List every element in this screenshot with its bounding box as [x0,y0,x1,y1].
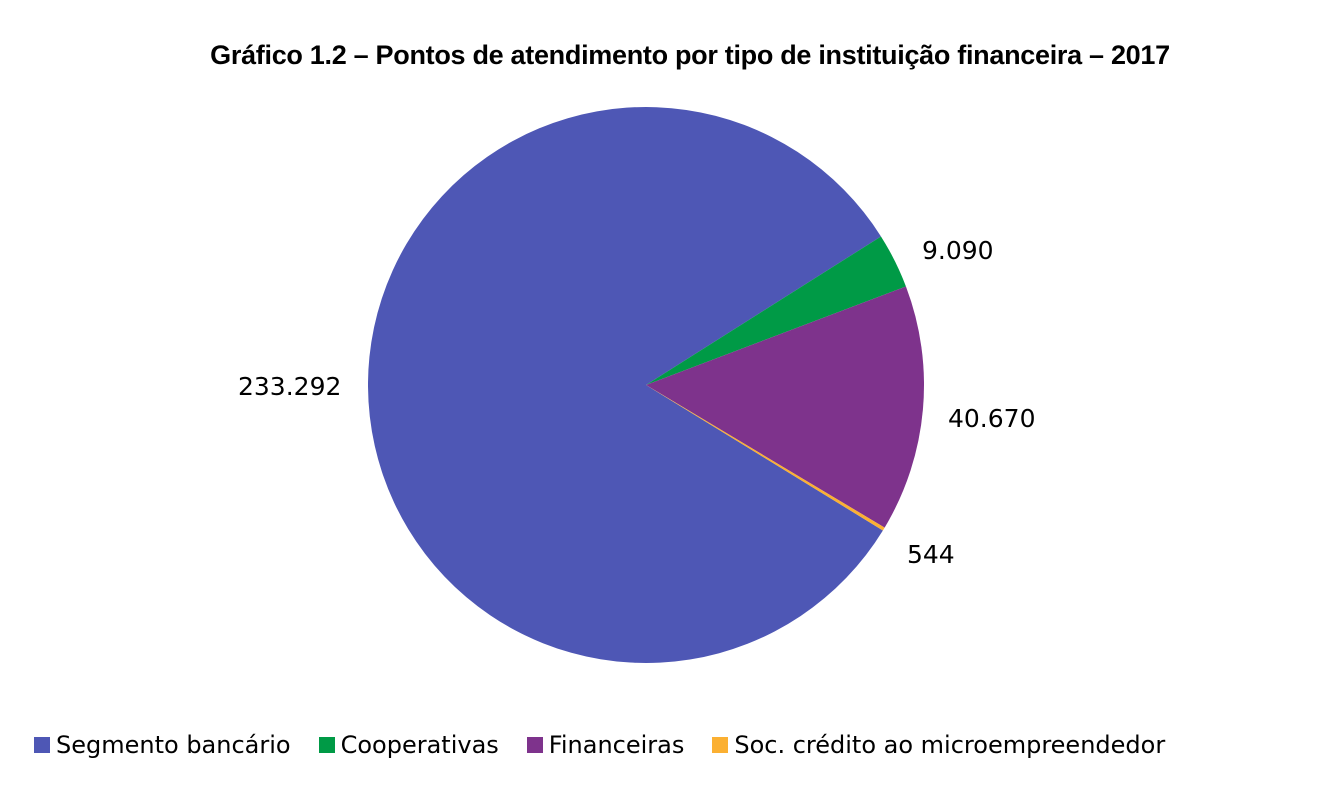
data-label-segmento-bancario: 233.292 [238,372,342,401]
data-label-financeiras: 40.670 [948,404,1036,433]
legend-item-soc-credito: Soc. crédito ao microempreendedor [712,731,1165,759]
pie-slice-soc-credito [646,385,885,531]
legend-label-soc-credito: Soc. crédito ao microempreendedor [734,731,1166,759]
pie-slice-financeiras [646,286,925,528]
legend-swatch-cooperativas [318,737,335,753]
legend-item-financeiras: Financeiras [526,731,685,759]
pie-slice-segmento-bancario [367,107,883,664]
legend-item-segmento-bancario: Segmento bancário [34,731,291,759]
chart-title: Gráfico 1.2 – Pontos de atendimento por … [210,40,1170,70]
legend-label-cooperativas: Cooperativas [340,731,499,759]
legend-swatch-segmento-bancario [34,737,50,753]
pie-slice-cooperativas [646,236,906,385]
legend-label-financeiras: Financeiras [548,731,685,759]
legend-item-cooperativas: Cooperativas [318,731,499,759]
legend-label-segmento-bancario: Segmento bancário [56,731,291,759]
data-label-cooperativas: 9.090 [922,236,994,265]
legend-swatch-financeiras [526,737,543,753]
legend-swatch-soc-credito [712,737,729,753]
data-label-soc-credito: 544 [907,540,955,569]
legend: Segmento bancário Cooperativas Financeir… [34,731,1165,759]
